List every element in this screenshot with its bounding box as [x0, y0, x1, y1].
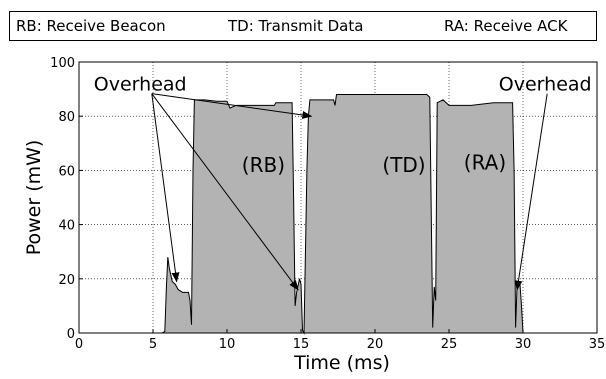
x-tick-label: 20	[367, 337, 384, 352]
annotation-overhead: Overhead	[94, 74, 187, 96]
x-tick-label: 15	[293, 337, 310, 352]
x-tick-label: 30	[515, 337, 532, 352]
annotation-arrow	[151, 93, 313, 119]
annotation-phase: (RA)	[464, 150, 506, 174]
x-tick-label: 0	[75, 337, 83, 352]
plot-frame	[78, 61, 598, 334]
annotation-arrow	[151, 93, 180, 283]
annotation-arrow	[514, 93, 548, 291]
annotation-arrow	[151, 93, 299, 291]
x-tick-label: 35	[589, 337, 606, 352]
y-tick-label: 0	[67, 327, 75, 342]
y-tick-label: 40	[58, 219, 75, 234]
legend-item-td: TD: Transmit Data	[228, 17, 364, 35]
x-axis-label: Time (ms)	[293, 352, 390, 374]
y-tick-label: 100	[50, 56, 75, 71]
y-tick-label: 80	[58, 110, 75, 125]
legend-item-rb: RB: Receive Beacon	[16, 17, 166, 35]
y-axis-label: Power (mW)	[23, 140, 45, 256]
series-layer	[79, 94, 597, 335]
x-tick-label: 25	[441, 337, 458, 352]
annotations: Overhead Overhead (RB) (TD) (RA)	[94, 74, 592, 291]
x-tick-label: 10	[219, 337, 236, 352]
annotation-phase: (RB)	[242, 153, 285, 177]
y-tick-label: 60	[58, 164, 75, 179]
ticks: 0 5 10 15 20 25 30 35 0 20 40 60 80 100	[50, 56, 605, 352]
power-series-line	[79, 94, 597, 335]
y-tick-label: 20	[58, 273, 75, 288]
power-series-area	[79, 94, 597, 333]
x-tick-label: 5	[149, 337, 157, 352]
legend: RB: Receive Beacon TD: Transmit Data RA:…	[9, 11, 597, 41]
annotation-phase: (TD)	[382, 153, 425, 177]
legend-item-ra: RA: Receive ACK	[444, 17, 568, 35]
annotation-overhead: Overhead	[499, 74, 592, 96]
